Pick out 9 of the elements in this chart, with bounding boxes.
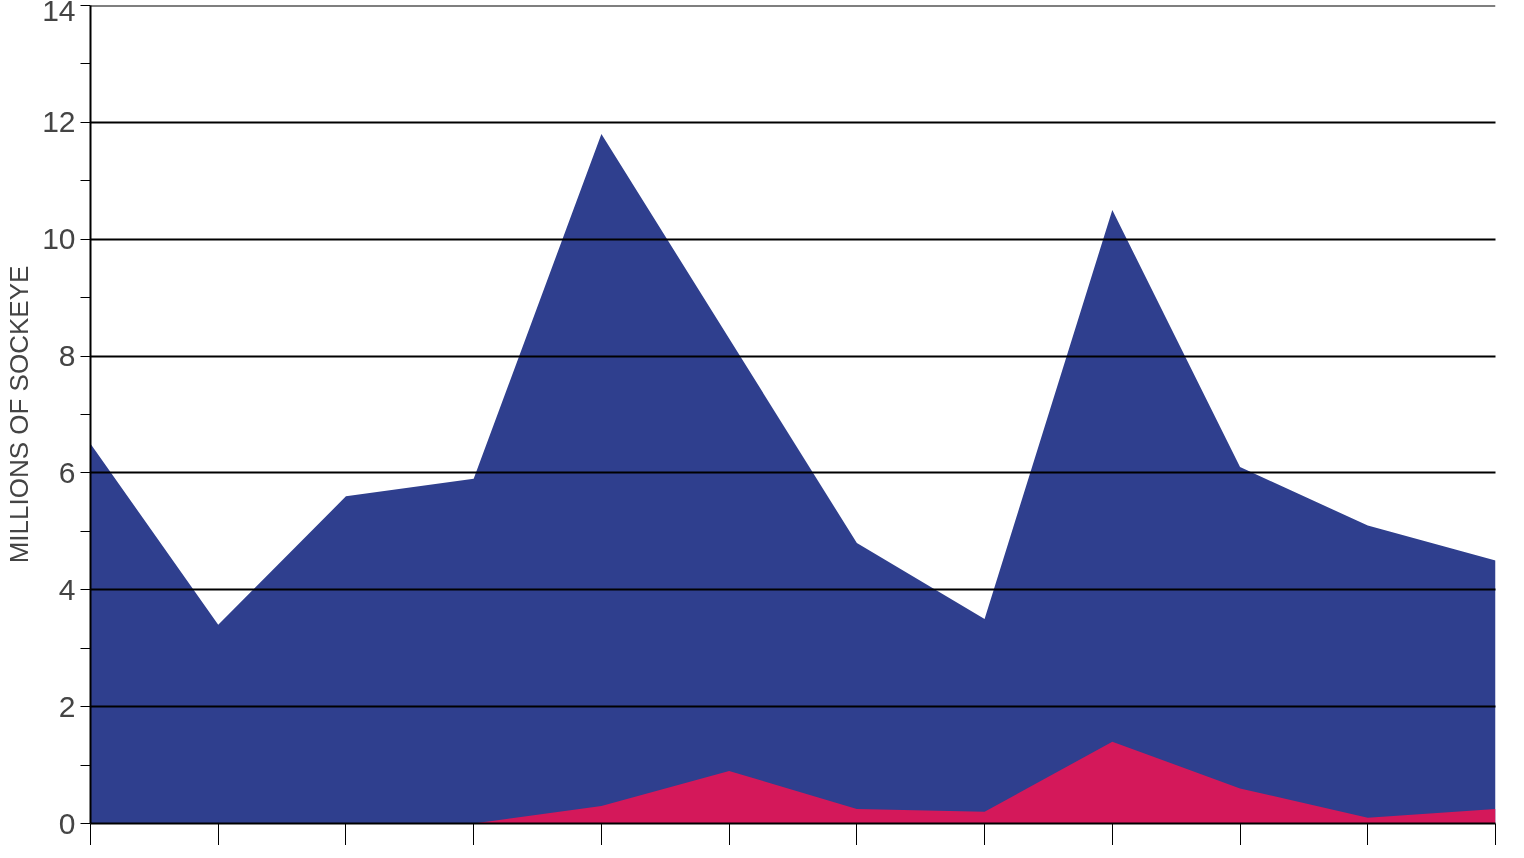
y-tick-label: 0 xyxy=(58,806,76,840)
y-tick-label: 4 xyxy=(58,572,76,606)
y-tick-label: 10 xyxy=(42,222,76,256)
y-axis-title: MILLIONS OF SOCKEYE xyxy=(4,265,35,564)
y-tick-label: 8 xyxy=(58,339,76,373)
y-tick-label: 2 xyxy=(58,689,76,723)
y-tick-label: 12 xyxy=(42,105,76,139)
y-tick-label: 14 xyxy=(42,0,76,27)
y-tick-label: 6 xyxy=(58,455,76,489)
